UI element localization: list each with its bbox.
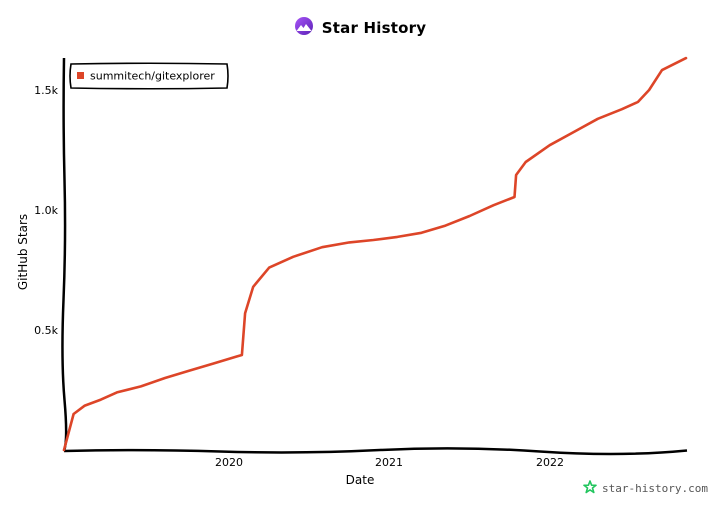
x-tick-labels: 2020 2021 2022 xyxy=(215,456,564,469)
y-axis-label: GitHub Stars xyxy=(16,214,30,290)
star-outline-icon xyxy=(583,480,597,497)
y-tick-label: 1.0k xyxy=(34,204,58,217)
x-tick-label: 2020 xyxy=(215,456,243,469)
x-axis-line xyxy=(63,447,688,456)
chart-title: Star History xyxy=(321,19,427,37)
legend-label: summitech/gitexplorer xyxy=(90,70,215,83)
x-tick-label: 2022 xyxy=(536,456,564,469)
y-tick-labels: 0.5k 1.0k 1.5k xyxy=(34,84,58,337)
watermark: star-history.com xyxy=(583,480,708,497)
legend: summitech/gitexplorer xyxy=(69,62,229,90)
watermark-text: star-history.com xyxy=(602,482,708,495)
legend-box xyxy=(69,62,229,90)
x-axis-label: Date xyxy=(346,473,375,487)
legend-swatch xyxy=(77,72,84,79)
x-tick-label: 2021 xyxy=(375,456,403,469)
chart-header: Star History xyxy=(0,14,720,42)
star-history-logo-icon xyxy=(294,16,314,40)
series-line xyxy=(62,56,688,452)
y-axis-line xyxy=(61,57,68,452)
y-tick-label: 0.5k xyxy=(34,324,58,337)
y-tick-label: 1.5k xyxy=(34,84,58,97)
